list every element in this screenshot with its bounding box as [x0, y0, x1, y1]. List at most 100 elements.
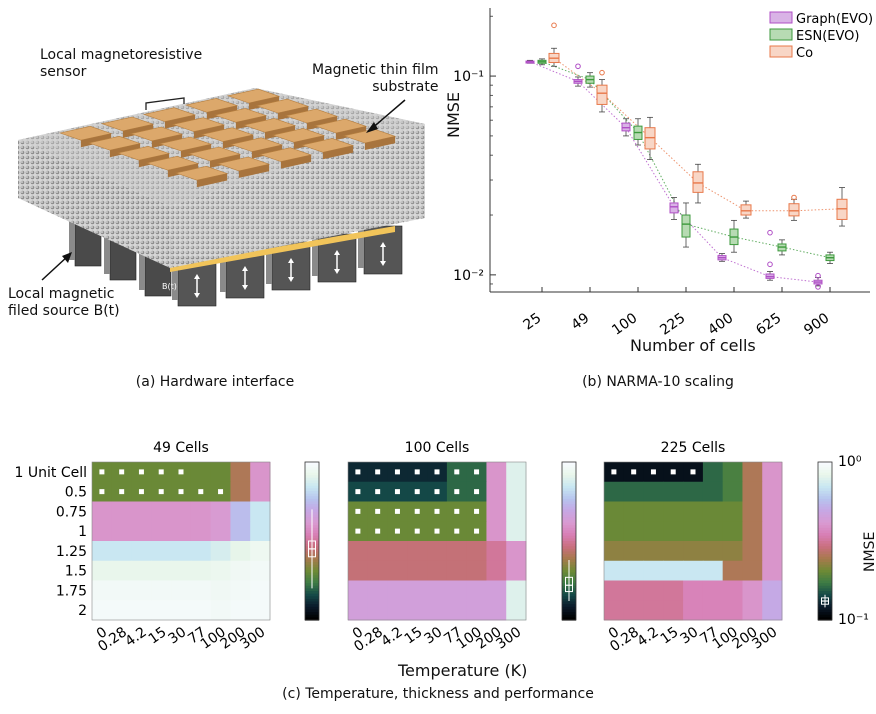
- colorbar-segment: [818, 496, 832, 500]
- colorbar-segment: [562, 472, 576, 476]
- colorbar-segment: [305, 501, 319, 505]
- x-tick-label: 100: [609, 310, 640, 338]
- colorbar-segment: [562, 543, 576, 547]
- best-marker: [611, 469, 617, 475]
- field-arrow-head: [242, 285, 248, 290]
- heatmap-cell: [427, 560, 448, 581]
- heatmap-cell: [643, 481, 664, 502]
- heatmap-cell: [190, 521, 212, 542]
- box-body: [692, 171, 704, 193]
- box-body: [596, 84, 608, 105]
- heatmap-cell: [742, 560, 763, 581]
- heatmap-cell: [663, 521, 684, 542]
- colorbar-segment: [305, 604, 319, 608]
- heatmap-cell: [742, 580, 763, 601]
- heatmap-cell: [623, 541, 645, 562]
- heatmap-cell: [131, 600, 152, 621]
- heatmap-cell: [230, 580, 251, 601]
- heatmap-frame: [603, 461, 783, 621]
- legend-label: Co: [796, 46, 813, 61]
- heatmap-cell: [742, 501, 763, 522]
- colorbar-segment: [305, 504, 319, 508]
- heatmap-cell: [131, 501, 152, 522]
- best-marker: [414, 469, 420, 475]
- colorbar-segment: [818, 501, 832, 505]
- heatmap-cell: [92, 541, 113, 562]
- heatmap-cell: [230, 501, 251, 522]
- colorbar-segment: [562, 496, 576, 500]
- heatmap-cell: [506, 580, 527, 601]
- colorbar-segment: [818, 493, 832, 497]
- best-marker: [631, 469, 637, 475]
- colorbar-segment: [818, 488, 832, 492]
- heatmap-cell: [190, 501, 212, 522]
- box-outlier: [551, 22, 557, 29]
- heatmap-title: 100 Cells: [405, 440, 470, 456]
- heatmap-cell: [250, 462, 271, 483]
- best-marker: [99, 489, 105, 495]
- heatmap-title: 49 Cells: [153, 440, 209, 456]
- x-tick-label: 400: [705, 310, 736, 338]
- heatmap-cell: [722, 521, 743, 542]
- colorbar-segment: [562, 554, 576, 558]
- heatmap-cell: [387, 600, 408, 621]
- colorbar-segment: [305, 477, 319, 482]
- heatmap-cell: [663, 541, 684, 562]
- field-arrow-head: [380, 261, 386, 266]
- colorbar-segment: [818, 567, 832, 571]
- heatmap-cell: [486, 541, 507, 562]
- heatmap-cell: [230, 560, 251, 581]
- field-arrow-head: [288, 277, 294, 282]
- heatmap-cell: [190, 600, 212, 621]
- sensor-pad-side: [109, 143, 141, 158]
- best-marker: [375, 469, 381, 475]
- heatmap-cell: [250, 600, 271, 621]
- field-arrow-head: [242, 266, 248, 271]
- heatmap-cell: [742, 481, 763, 502]
- colorbar-segment: [305, 469, 319, 474]
- field-source-pillar-side: [104, 220, 110, 274]
- best-marker: [394, 469, 400, 475]
- heatmap-cell: [702, 501, 724, 522]
- colorbar-segment: [818, 462, 832, 466]
- colorbar-segment: [818, 577, 832, 582]
- field-arrow-head: [194, 274, 200, 279]
- heatmap-cell: [643, 560, 664, 581]
- heatmap-cell: [407, 600, 428, 621]
- best-marker: [454, 489, 460, 495]
- colorbar-segment: [818, 533, 832, 537]
- colorbar-segment: [818, 519, 832, 524]
- heatmap-cell: [506, 462, 527, 483]
- colorbar-segment: [818, 612, 832, 616]
- heatmap-cell: [171, 600, 192, 621]
- heatmap-cell: [92, 580, 113, 601]
- heatmap-cell: [762, 501, 783, 522]
- colorbar-segment: [562, 485, 576, 489]
- best-marker: [414, 508, 420, 514]
- heatmap-y-tick-label: 0.5: [65, 485, 87, 501]
- colorbar-segment: [818, 554, 832, 558]
- heatmap-cell: [486, 501, 507, 522]
- colorbar-segment: [562, 519, 576, 524]
- legend-swatch: [769, 45, 793, 58]
- colorbar-segment: [562, 533, 576, 537]
- sensor-pad-side: [122, 124, 154, 138]
- colorbar-segment: [818, 588, 832, 592]
- heatmap-cell: [683, 541, 704, 562]
- y-tick-label: 10⁻²: [453, 268, 484, 284]
- heatmap-cell: [171, 580, 192, 601]
- colorbar-segment: [562, 517, 576, 521]
- sensor-pad-side: [80, 133, 112, 148]
- box-outlier: [815, 284, 821, 290]
- colorbar-segment: [305, 496, 319, 500]
- heatmap-cell: [210, 600, 231, 621]
- heatmap-cell: [722, 462, 743, 483]
- heatmap-cell: [742, 541, 763, 562]
- heatmap-cell: [762, 521, 783, 542]
- heatmap-y-tick-label: 1: [78, 524, 87, 540]
- sensor-pad-side: [180, 144, 212, 158]
- colorbar-segment: [818, 530, 832, 534]
- heatmap-cell: [131, 560, 152, 581]
- sensor-label: Local magnetoresistive sensor: [40, 47, 203, 80]
